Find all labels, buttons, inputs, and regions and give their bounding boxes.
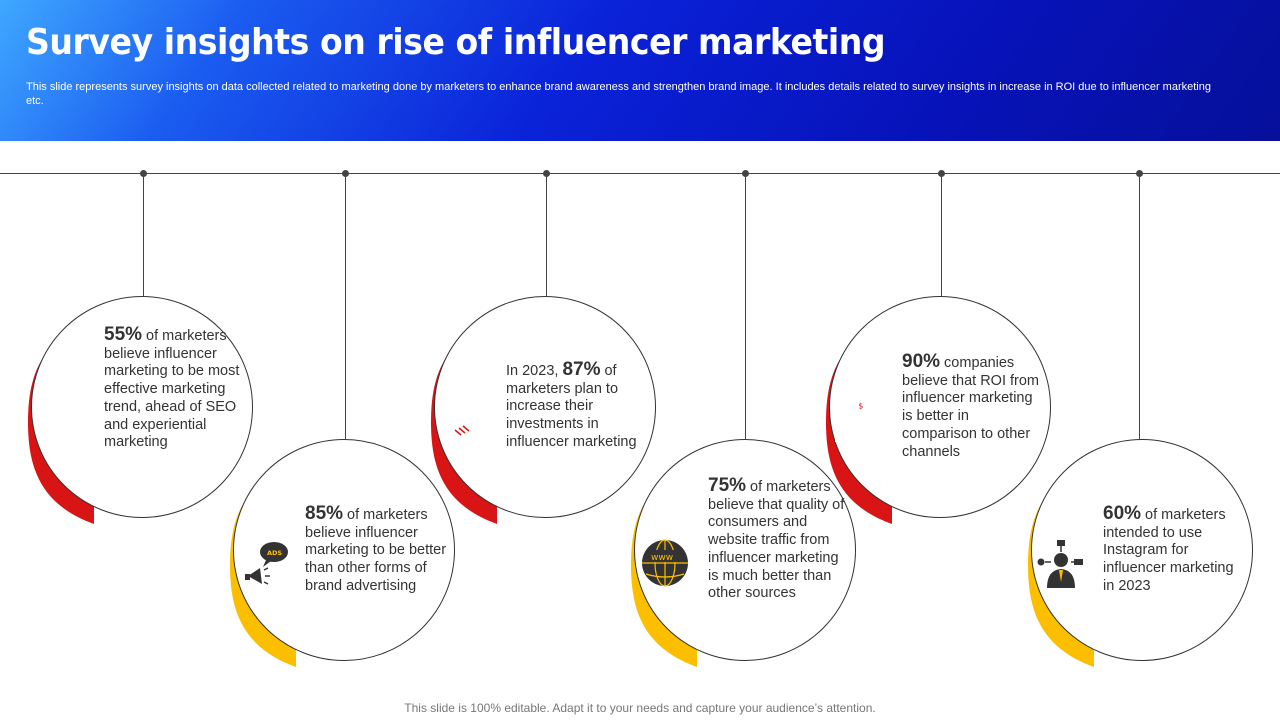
hand-plant-coins-icon: $ — [835, 399, 881, 442]
stem-2 — [345, 174, 346, 439]
insight-text-6: 60% of marketers intended to use Instagr… — [1103, 503, 1234, 594]
insight-text-4: 75% of marketers believe that quality of… — [708, 475, 845, 602]
header-banner: Survey insights on rise of influencer ma… — [0, 0, 1280, 141]
svg-text:$: $ — [71, 417, 77, 427]
insight-text-3: In 2023, 87% of marketers plan to increa… — [506, 359, 637, 450]
stem-5 — [941, 174, 942, 296]
svg-text:ADS: ADS — [267, 549, 282, 557]
insight-text-1: 55% of marketers believe influencer mark… — [104, 324, 240, 451]
timeline-dot-1 — [140, 170, 147, 177]
insight-stat-2: 85% — [305, 503, 344, 524]
timeline-dot-2 — [342, 170, 349, 177]
timeline-dot-6 — [1136, 170, 1143, 177]
insight-stat-3: 87% — [562, 359, 601, 380]
stem-1 — [143, 174, 144, 296]
insight-stat-5: 90% — [902, 351, 941, 372]
svg-text:www: www — [651, 553, 673, 563]
page-title: Survey insights on rise of influencer ma… — [26, 22, 886, 63]
timeline-dot-4 — [742, 170, 749, 177]
insight-stat-1: 55% — [104, 324, 143, 345]
www-globe-icon: www — [642, 539, 688, 587]
stem-6 — [1139, 174, 1140, 439]
insight-circle-3 — [434, 296, 656, 518]
chart-search-icon: $ — [37, 406, 85, 440]
insight-circle-6 — [1031, 439, 1253, 661]
svg-text:$: $ — [858, 402, 863, 411]
insight-text-5: 90% companies believe that ROI from infl… — [902, 351, 1039, 460]
footer-note: This slide is 100% editable. Adapt it to… — [404, 701, 876, 715]
insight-stat-6: 60% — [1103, 503, 1142, 524]
insight-text-2: 85% of marketers believe influencer mark… — [305, 503, 447, 594]
handshake-money-icon — [439, 403, 489, 442]
page-subtitle: This slide represents survey insights on… — [26, 81, 1211, 107]
timeline-dot-5 — [938, 170, 945, 177]
stem-4 — [745, 174, 746, 439]
businessman-network-icon — [1037, 540, 1083, 588]
timeline-dot-3 — [543, 170, 550, 177]
ads-megaphone-icon: ADS — [245, 542, 288, 585]
insight-stat-4: 75% — [708, 475, 747, 496]
timeline-line — [0, 173, 1280, 174]
stem-3 — [546, 174, 547, 296]
insight-circle-1 — [31, 296, 253, 518]
